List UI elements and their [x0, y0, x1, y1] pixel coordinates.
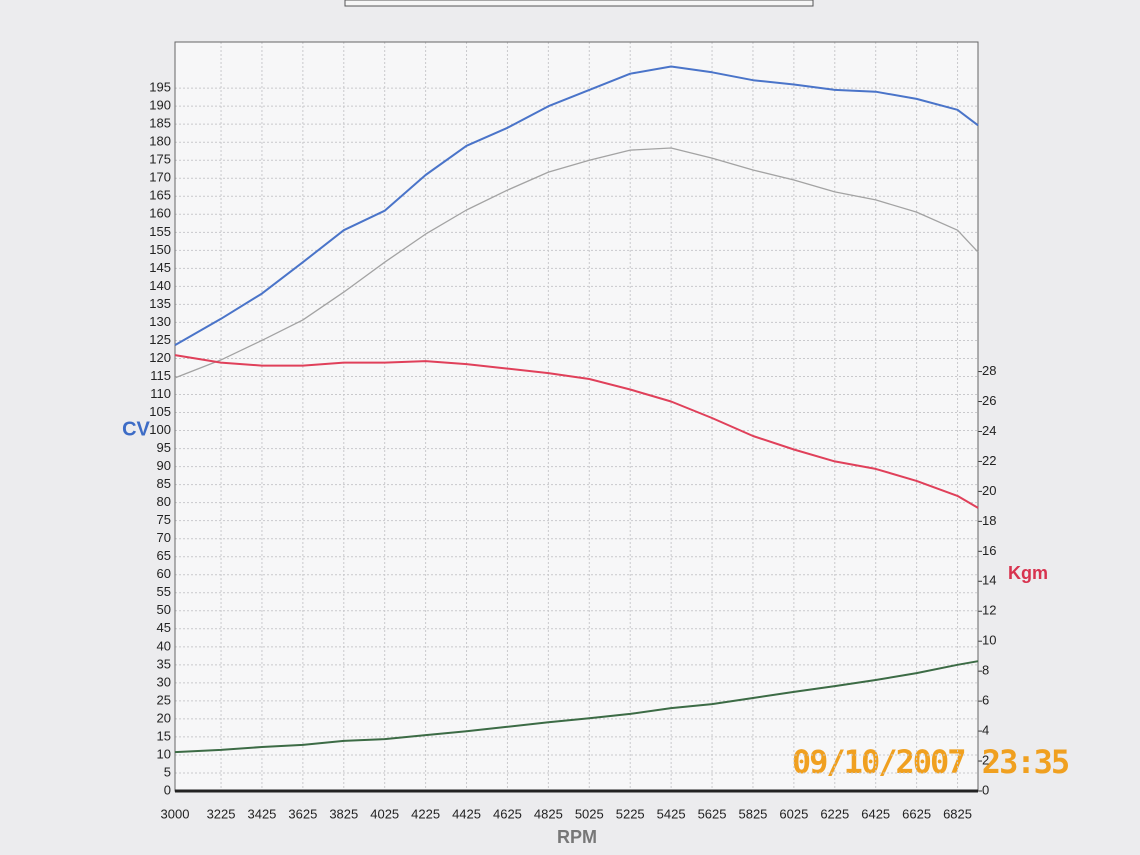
y-tick-label: 30: [157, 674, 171, 689]
y-tick-label: 150: [149, 242, 171, 257]
y-tick-label: 75: [157, 512, 171, 527]
plot-area: [175, 42, 978, 791]
x-tick-label: 6425: [861, 806, 890, 821]
y2-tick-label: 2: [982, 752, 989, 767]
y-tick-label: 120: [149, 350, 171, 365]
y2-axis-label: Kgm: [1008, 563, 1048, 583]
y-tick-label: 10: [157, 746, 171, 761]
x-tick-label: 4025: [370, 806, 399, 821]
y2-tick-label: 16: [982, 543, 996, 558]
y2-tick-label: 22: [982, 453, 996, 468]
legend-remnant: [344, 0, 814, 7]
x-tick-label: 3425: [247, 806, 276, 821]
y2-tick-label: 20: [982, 483, 996, 498]
y-tick-label: 145: [149, 260, 171, 275]
y-tick-label: 20: [157, 710, 171, 725]
series-line: [174, 354, 979, 509]
y-tick-label: 155: [149, 224, 171, 239]
x-tick-label: 4225: [411, 806, 440, 821]
y-tick-label: 90: [157, 458, 171, 473]
x-tick-label: 3000: [161, 806, 190, 821]
x-tick-label: 3625: [288, 806, 317, 821]
y-tick-label: 35: [157, 656, 171, 671]
y-tick-label: 115: [150, 368, 171, 383]
y2-tick-label: 6: [982, 693, 989, 708]
x-tick-label: 6625: [902, 806, 931, 821]
y2-tick-label: 26: [982, 393, 996, 408]
y-tick-label: 105: [149, 404, 171, 419]
y-tick-label: 160: [149, 206, 171, 221]
y-tick-label: 25: [157, 692, 171, 707]
x-tick-label: 4825: [534, 806, 563, 821]
x-tick-label: 6225: [820, 806, 849, 821]
y2-tick-label: 4: [982, 723, 989, 738]
y-tick-label: 0: [164, 782, 171, 797]
y-tick-label: 195: [149, 80, 171, 95]
y-tick-label: 185: [149, 116, 171, 131]
y-tick-label: 60: [157, 566, 171, 581]
x-tick-label: 6825: [943, 806, 972, 821]
x-axis-label: RPM: [557, 827, 597, 847]
y-tick-label: 180: [149, 134, 171, 149]
x-tick-label: 3825: [329, 806, 358, 821]
y-axis-label: CV: [122, 418, 150, 440]
x-tick-label: 4425: [452, 806, 481, 821]
x-tick-label: 6025: [779, 806, 808, 821]
y2-tick-label: 14: [982, 573, 996, 588]
y-tick-label: 45: [157, 620, 171, 635]
y2-tick-label: 12: [982, 603, 996, 618]
y2-tick-label: 24: [982, 423, 996, 438]
y2-tick-label: 18: [982, 513, 996, 528]
y2-tick-label: 28: [982, 363, 996, 378]
y-tick-label: 175: [149, 152, 171, 167]
y-tick-label: 135: [149, 296, 171, 311]
x-tick-label: 5425: [657, 806, 686, 821]
y-tick-label: 65: [157, 548, 171, 563]
y-tick-label: 190: [149, 98, 171, 113]
timestamp: 09/10/2007 23:35: [792, 743, 1069, 781]
y-tick-label: 85: [157, 476, 171, 491]
y-tick-label: 55: [157, 584, 171, 599]
y-tick-label: 125: [149, 332, 171, 347]
y-tick-label: 80: [157, 494, 171, 509]
y-tick-label: 95: [157, 440, 171, 455]
y-tick-label: 130: [149, 314, 171, 329]
series-line: [174, 660, 979, 754]
y-tick-label: 15: [157, 728, 171, 743]
y2-tick-label: 10: [982, 633, 996, 648]
series-line: [174, 147, 979, 379]
x-tick-label: 5025: [575, 806, 604, 821]
y-tick-label: 50: [157, 602, 171, 617]
y-tick-label: 70: [157, 530, 171, 545]
y-tick-label: 170: [149, 170, 171, 185]
x-tick-label: 5225: [616, 806, 645, 821]
y-tick-label: 5: [164, 764, 171, 779]
y-tick-label: 165: [149, 188, 171, 203]
y2-tick-label: 0: [982, 782, 989, 797]
y-tick-label: 140: [149, 278, 171, 293]
y-tick-label: 40: [157, 638, 171, 653]
x-tick-label: 3225: [207, 806, 236, 821]
y2-tick-label: 8: [982, 663, 989, 678]
x-tick-label: 5825: [738, 806, 767, 821]
x-tick-label: 5625: [698, 806, 727, 821]
y-tick-label: 110: [150, 386, 171, 401]
y-tick-label: 100: [149, 422, 171, 437]
x-tick-label: 4625: [493, 806, 522, 821]
series-line: [174, 65, 979, 346]
